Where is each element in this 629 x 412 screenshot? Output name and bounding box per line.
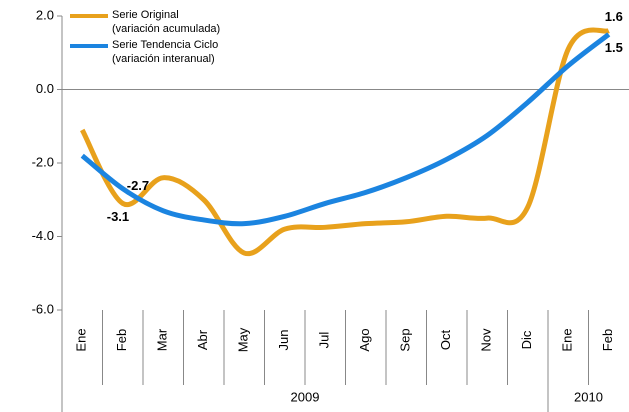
y-tick-label: -4.0 [32, 228, 54, 243]
legend-item: Serie Original (variación acumulada) [70, 8, 220, 36]
data-label: 1.5 [605, 40, 623, 55]
group-label: 2009 [291, 389, 320, 404]
x-tick-label: Abr [195, 329, 210, 350]
data-label: -2.7 [127, 178, 149, 193]
x-tick-label: Mar [155, 328, 170, 351]
x-tick-label: May [236, 327, 251, 352]
x-tick-label: Dic [519, 330, 534, 349]
x-tick-label: Ago [357, 328, 372, 351]
series-line [80, 27, 610, 257]
x-tick-label: Jun [276, 330, 291, 351]
x-tick-label: Sep [398, 328, 413, 351]
y-tick-label: 2.0 [36, 7, 54, 22]
legend: Serie Original (variación acumulada) Seri… [70, 8, 220, 68]
data-label: -3.1 [107, 209, 129, 224]
x-tick-label: Feb [600, 329, 615, 351]
y-tick-label: -6.0 [32, 301, 54, 316]
y-tick-label: 0.0 [36, 81, 54, 96]
group-label: 2010 [574, 389, 603, 404]
x-tick-label: Jul [317, 332, 332, 349]
x-tick-label: Feb [114, 329, 129, 351]
legend-label: Serie Original (variación acumulada) [112, 9, 221, 35]
legend-swatch [70, 44, 108, 48]
legend-item: Serie Tendencia Ciclo (variación interan… [70, 38, 220, 66]
legend-label: Serie Tendencia Ciclo (variación interan… [112, 39, 219, 65]
y-tick-label: -2.0 [32, 154, 54, 169]
x-tick-label: Oct [438, 330, 453, 351]
series-line [80, 32, 611, 227]
data-label: 1.6 [605, 9, 623, 24]
x-tick-label: Ene [74, 328, 89, 351]
x-tick-label: Ene [560, 328, 575, 351]
legend-swatch [70, 14, 108, 18]
x-tick-label: Nov [479, 328, 494, 352]
